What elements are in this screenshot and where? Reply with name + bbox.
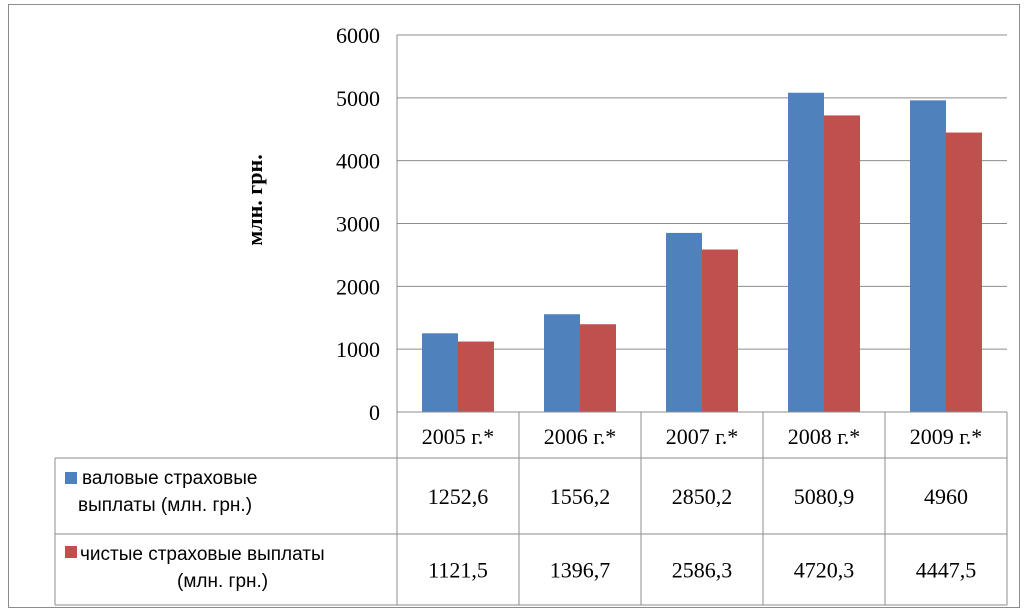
bar-1-1 — [422, 333, 458, 412]
category-label: 2007 г.* — [666, 424, 739, 449]
data-table-cell: 2850,2 — [672, 484, 733, 509]
bar-2-4 — [824, 115, 860, 413]
data-table-cell: 4720,3 — [794, 558, 855, 583]
y-tick-label: 1000 — [336, 337, 380, 362]
data-table-cell: 1121,5 — [428, 558, 488, 583]
bar-2-5 — [946, 132, 982, 412]
category-label: 2008 г.* — [788, 424, 861, 449]
bar-1-3 — [666, 232, 702, 412]
y-tick-label: 6000 — [336, 23, 380, 48]
bar-1-4 — [788, 92, 824, 412]
data-table-cell: 1556,2 — [550, 484, 611, 509]
y-tick-label: 3000 — [336, 212, 380, 237]
y-axis-label: млн. грн. — [242, 154, 267, 245]
category-label: 2005 г.* — [422, 424, 495, 449]
y-tick-label: 2000 — [336, 274, 380, 299]
data-table-cell: 4447,5 — [916, 558, 977, 583]
bar-2-2 — [580, 324, 616, 412]
legend-swatch — [65, 546, 77, 558]
category-label: 2009 г.* — [910, 424, 983, 449]
legend-swatch — [65, 472, 77, 484]
legend-label: выплаты (млн. грн.) — [78, 495, 252, 516]
bar-2-1 — [458, 341, 494, 412]
category-label: 2006 г.* — [544, 424, 617, 449]
data-table-cell: 5080,9 — [794, 484, 855, 509]
y-tick-label: 5000 — [336, 86, 380, 111]
data-table-cell: 1252,6 — [428, 484, 489, 509]
bar-1-2 — [544, 314, 580, 412]
data-table-cell: 1396,7 — [550, 558, 611, 583]
data-table-cell: 4960 — [924, 484, 968, 509]
data-table-cell: 2586,3 — [672, 558, 733, 583]
legend-label: валовые страховые — [82, 468, 257, 489]
bar-1-5 — [910, 100, 946, 412]
legend-label: чистые страховые выплаты — [80, 544, 325, 565]
bar-2-3 — [702, 249, 738, 412]
legend-label: (млн. грн.) — [177, 571, 268, 592]
y-tick-label: 0 — [369, 400, 380, 425]
y-tick-label: 4000 — [336, 149, 380, 174]
